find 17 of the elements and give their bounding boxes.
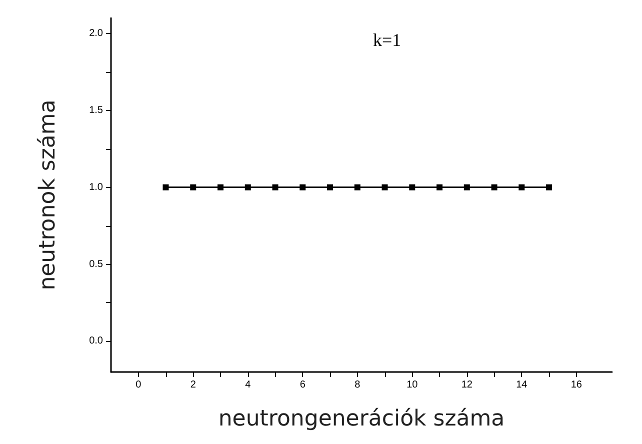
text: k=1 [373,30,402,50]
x-tick-label: 2 [190,380,196,390]
x-tick-label: 10 [406,380,418,390]
x-tick-label: 4 [245,380,252,390]
y-tick-label: 0.0 [89,336,104,347]
x-tick-label: 8 [354,380,361,390]
x-tick-label: 14 [516,380,528,390]
y-tick-label: 0.5 [89,258,104,270]
y-tick-label: 2.0 [89,28,104,39]
x-tick-label: 12 [461,380,473,390]
y-tick-label: 1.0 [89,182,104,193]
y-tick-label: 1.5 [89,104,104,116]
y-axis-title: neutronok száma [36,100,60,290]
x-axis-title: neutrongenerációk száma [218,406,505,432]
x-tick-label: 6 [300,380,306,390]
x-tick-label: 0 [136,380,142,390]
x-tick-label: 16 [570,380,582,390]
